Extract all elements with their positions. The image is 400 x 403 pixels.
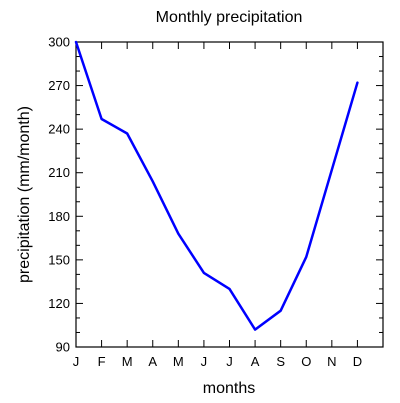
x-tick-label: J [73,354,80,369]
y-axis: 90 120 150 180 210 240 270 300 [48,35,383,355]
x-tick-label: F [98,354,106,369]
y-tick-label: 150 [48,252,70,267]
x-tick-label: S [276,354,285,369]
y-tick-label: 120 [48,296,70,311]
y-axis-label: precipitation (mm/month) [16,106,33,283]
chart-title: Monthly precipitation [156,9,303,26]
x-tick-label: M [122,354,133,369]
y-tick-label: 180 [48,209,70,224]
y-tick-label: 300 [48,35,70,50]
x-tick-label: O [301,354,311,369]
x-tick-label: J [226,354,233,369]
x-tick-label: N [327,354,336,369]
x-tick-label: M [173,354,184,369]
x-tick-label: A [148,354,157,369]
x-tick-label: D [353,354,362,369]
y-tick-label: 240 [48,122,70,137]
x-tick-label: A [251,354,260,369]
y-tick-label: 90 [56,340,70,355]
series-line [74,40,359,331]
x-tick-label: J [201,354,208,369]
plot-frame [75,41,384,348]
x-axis-label: months [203,380,255,397]
series-layer [74,40,359,331]
y-tick-label: 270 [48,78,70,93]
y-tick-label: 210 [48,165,70,180]
